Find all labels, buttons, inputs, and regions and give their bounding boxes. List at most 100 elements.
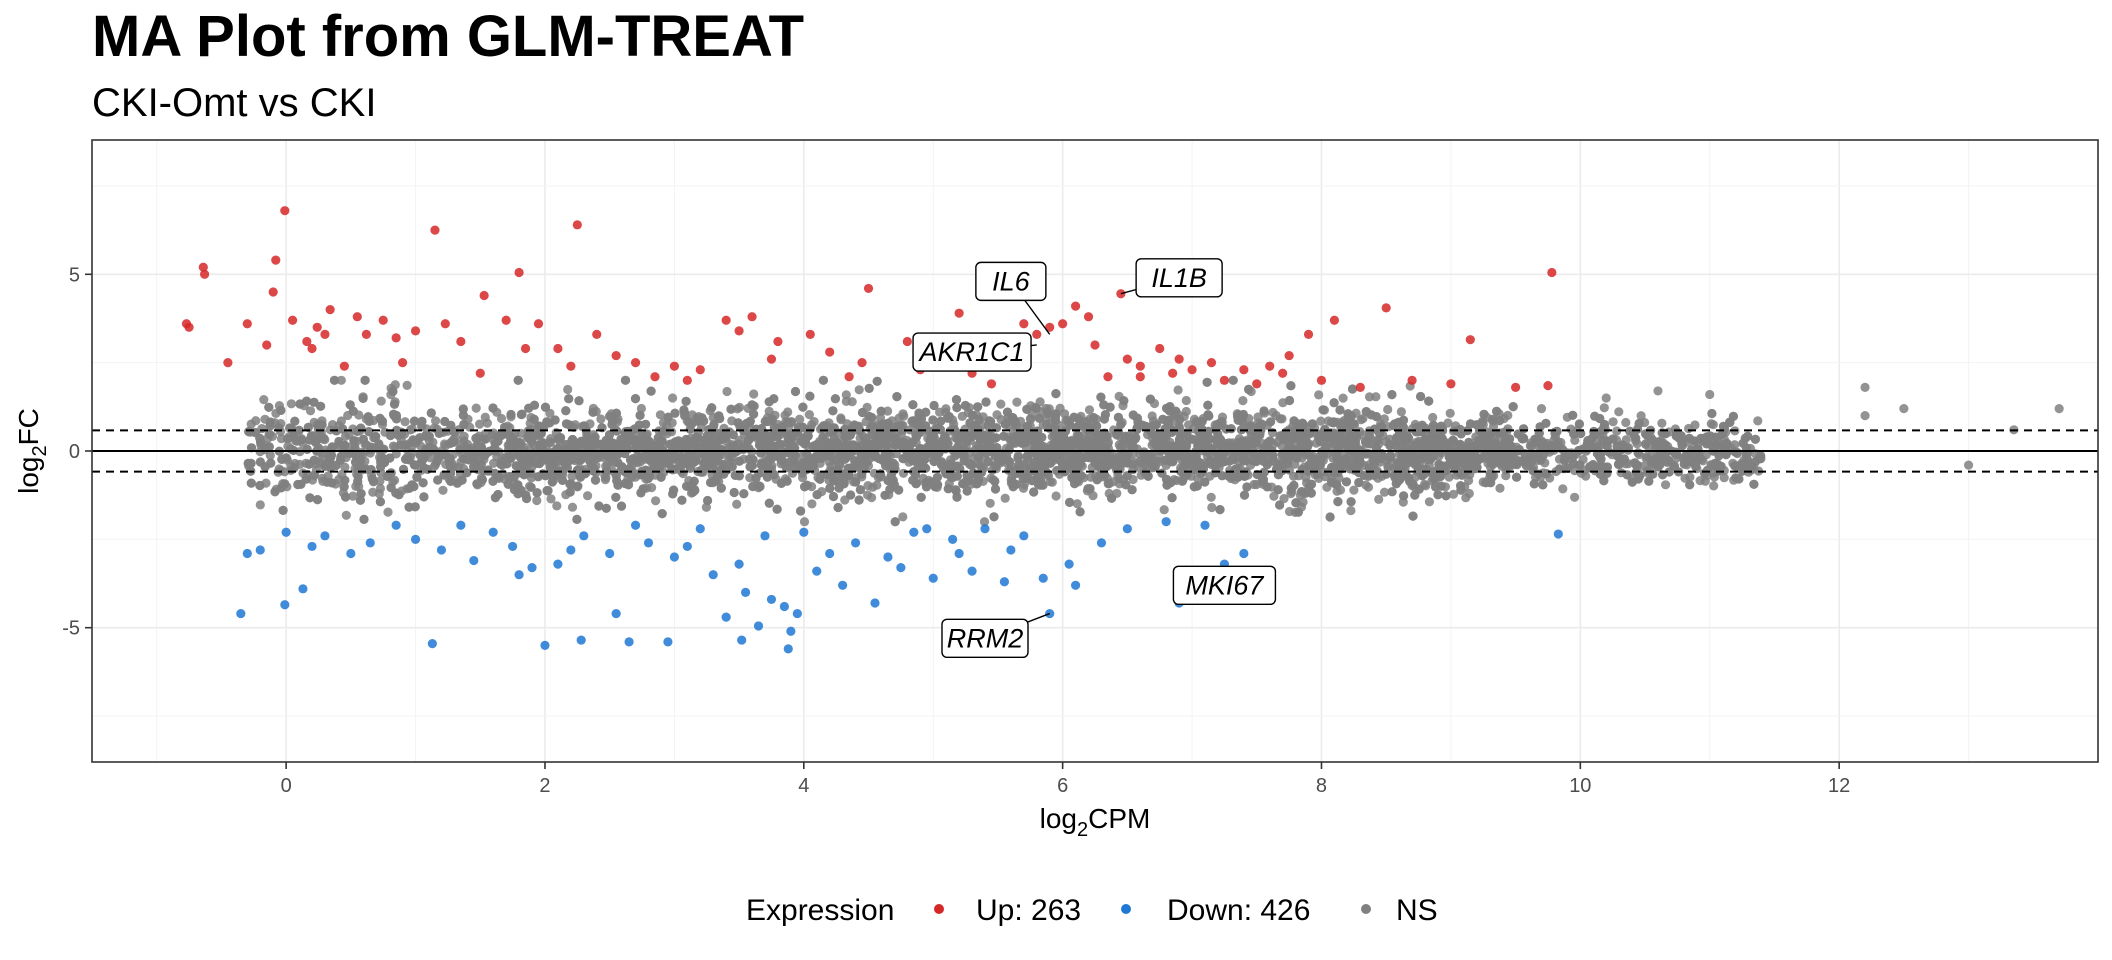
point-ns: [1072, 499, 1082, 509]
point-ns: [795, 414, 805, 424]
point-ns: [1060, 409, 1070, 419]
point-ns: [1708, 420, 1718, 430]
point-ns: [1088, 491, 1098, 501]
point-ns: [983, 457, 993, 467]
point-ns: [402, 380, 412, 390]
point-ns: [1051, 491, 1061, 501]
point-ns: [1173, 385, 1183, 395]
point-ns: [563, 384, 573, 395]
point-ns: [539, 438, 549, 448]
point-ns: [1014, 460, 1024, 470]
point-ns: [1307, 419, 1317, 429]
point-ns: [305, 493, 315, 503]
point-ns: [620, 375, 631, 385]
point-ns: [506, 471, 516, 482]
point-ns: [386, 483, 396, 493]
point-ns: [1685, 480, 1695, 490]
point-ns: [1608, 434, 1618, 444]
point-ns: [979, 517, 990, 527]
point-ns: [407, 424, 417, 434]
point-ns: [546, 494, 556, 504]
point-ns: [1395, 427, 1405, 437]
point-ns: [825, 483, 835, 493]
point-ns: [1525, 441, 1535, 451]
point-ns: [1337, 420, 1347, 431]
point-ns: [962, 486, 972, 496]
point-ns: [1513, 429, 1523, 439]
point-ns: [883, 406, 893, 416]
point-ns: [368, 487, 378, 497]
point-ns: [1119, 396, 1129, 406]
point-ns: [1569, 429, 1579, 439]
point-ns: [1753, 416, 1763, 426]
point-ns: [1576, 468, 1586, 478]
point-ns: [1695, 476, 1705, 486]
point-ns: [305, 406, 316, 416]
point-ns: [847, 397, 857, 407]
point-ns: [1127, 485, 1137, 495]
point-ns: [367, 474, 377, 484]
point-ns: [1495, 483, 1505, 493]
point-ns: [1574, 419, 1584, 429]
point-ns: [1474, 454, 1484, 464]
point-ns: [1599, 403, 1609, 413]
point-ns: [488, 403, 498, 413]
point-ns: [1025, 414, 1035, 424]
point-ns: [756, 447, 766, 457]
point-ns: [574, 396, 584, 406]
point-ns: [1661, 480, 1671, 490]
point-ns: [941, 404, 951, 414]
point-ns: [751, 473, 761, 483]
point-ns: [1238, 396, 1248, 406]
point-ns: [1430, 482, 1441, 492]
point-ns: [244, 427, 254, 437]
point-ns: [909, 467, 919, 477]
point-ns: [1266, 417, 1276, 427]
point-ns: [438, 485, 448, 495]
point-ns: [1558, 484, 1568, 494]
point-ns: [506, 409, 516, 420]
point-ns: [1433, 490, 1443, 500]
point-ns: [312, 495, 323, 505]
point-ns: [433, 475, 443, 485]
point-ns: [999, 431, 1009, 441]
point-ns: [301, 474, 311, 484]
point-ns: [611, 492, 621, 502]
point-ns: [1614, 407, 1624, 417]
point-ns: [951, 395, 962, 405]
point-ns: [772, 504, 782, 514]
point-ns: [446, 420, 456, 430]
point-ns: [1349, 485, 1359, 495]
point-ns: [1598, 425, 1608, 436]
point-ns: [1275, 414, 1285, 424]
point-ns: [1051, 389, 1061, 399]
point-ns: [1678, 453, 1688, 463]
point-ns: [601, 466, 612, 476]
point-ns: [475, 419, 485, 429]
point-ns: [1660, 440, 1670, 450]
point-ns: [669, 485, 679, 495]
point-ns: [471, 403, 481, 413]
point-ns: [561, 406, 571, 416]
point-ns: [1363, 482, 1374, 492]
point-ns: [1449, 462, 1459, 472]
point-ns: [341, 492, 351, 502]
point-ns: [482, 418, 492, 428]
point-ns: [990, 484, 1001, 494]
point-ns: [960, 400, 971, 411]
data-points: [181, 206, 2064, 654]
point-ns: [722, 386, 732, 397]
point-ns: [1730, 461, 1740, 471]
point-ns: [605, 440, 616, 450]
point-ns: [503, 479, 513, 489]
point-ns: [375, 497, 385, 507]
point-ns: [918, 455, 929, 465]
point-ns: [469, 462, 479, 472]
point-ns: [992, 410, 1002, 420]
point-ns: [1364, 392, 1375, 402]
point-ns: [1089, 413, 1099, 423]
point-ns: [309, 470, 319, 480]
point-ns: [890, 517, 900, 527]
point-ns: [749, 389, 759, 399]
point-ns: [390, 475, 400, 485]
